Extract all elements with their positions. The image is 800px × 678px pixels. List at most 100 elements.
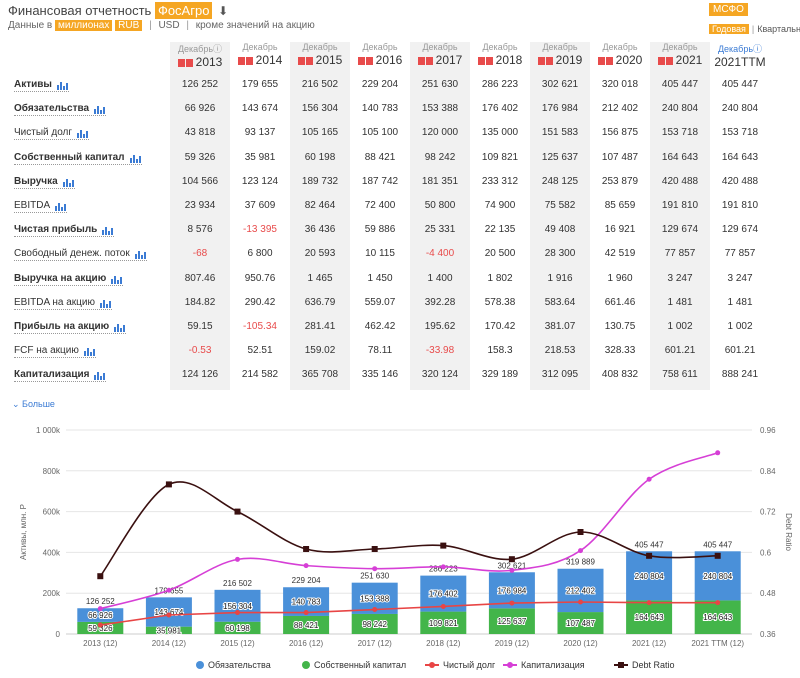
legend-item[interactable]: Чистый долг	[425, 660, 495, 670]
pdf-report-icon[interactable]	[657, 57, 665, 65]
more-link[interactable]: ⌄ Больше	[12, 399, 55, 409]
bar-chart-icon[interactable]	[102, 224, 114, 236]
column-year: 2019	[555, 53, 583, 67]
row-label[interactable]: EBITDA на акцию	[14, 297, 112, 310]
bar-chart-icon[interactable]	[134, 248, 147, 260]
column-year-row: 2015	[290, 53, 350, 67]
bar-label-equity: 98 242	[362, 620, 387, 629]
row-label[interactable]: EBITDA	[14, 200, 68, 213]
presentation-report-icon[interactable]	[545, 57, 553, 65]
legend-item[interactable]: Обязательства	[196, 660, 271, 670]
series-marker	[440, 564, 446, 570]
pdf-report-icon[interactable]	[177, 59, 185, 67]
bar-chart-icon[interactable]	[94, 103, 106, 115]
pdf-report-icon[interactable]	[477, 57, 485, 65]
row-label-text[interactable]: Обязательства	[14, 103, 90, 115]
row-label-text[interactable]: Собственный капитал	[14, 151, 125, 163]
pdf-report-icon[interactable]	[417, 57, 425, 65]
legend-swatch-line	[503, 662, 517, 668]
row-label-text[interactable]: EBITDA на акцию	[14, 296, 95, 308]
legend-label[interactable]: Обязательства	[208, 660, 271, 670]
table-cell: 420 488	[661, 175, 699, 187]
pdf-report-icon[interactable]	[597, 57, 605, 65]
row-label-text[interactable]: EBITDA	[14, 200, 51, 211]
row-label[interactable]: Чистый долг	[14, 127, 90, 141]
row-label-text[interactable]: Капитализация	[14, 369, 90, 381]
more-link-label[interactable]: Больше	[22, 399, 55, 409]
row-label[interactable]: Активы	[14, 79, 69, 92]
row-label-text[interactable]: Активы	[14, 79, 52, 90]
row-label-text[interactable]: Свободный денеж. поток	[14, 248, 130, 260]
row-label[interactable]: Обязательства	[14, 103, 107, 117]
bar-chart-icon[interactable]	[77, 127, 89, 139]
presentation-report-icon[interactable]	[185, 59, 193, 67]
standard-badge[interactable]: МСФО	[709, 3, 748, 16]
bar-chart-icon[interactable]	[111, 273, 123, 284]
presentation-report-icon[interactable]	[485, 57, 493, 65]
legend-label[interactable]: Капитализация	[521, 660, 585, 670]
row-label-text[interactable]: Выручка на акцию	[14, 272, 107, 284]
period-quarterly-button[interactable]: Квартальная	[757, 24, 800, 34]
row-label-text[interactable]: Чистая прибыль	[14, 224, 98, 236]
row-label[interactable]: Прибыль на акцию	[14, 321, 127, 334]
table-cell: 1 450	[367, 272, 393, 284]
presentation-report-icon[interactable]	[365, 57, 373, 65]
row-label-text[interactable]: Выручка	[14, 175, 58, 187]
pdf-report-icon[interactable]	[537, 57, 545, 65]
units-selector[interactable]: миллионах	[55, 20, 113, 31]
bar-chart-icon[interactable]	[62, 176, 75, 187]
bar-liabilities	[694, 551, 741, 601]
currency-usd-button[interactable]: USD	[158, 20, 180, 31]
currency-rub-button[interactable]: RUB	[115, 20, 143, 31]
legend-swatch-line	[425, 662, 439, 668]
presentation-report-icon[interactable]	[425, 57, 433, 65]
presentation-report-icon[interactable]	[245, 57, 253, 65]
legend-item[interactable]: Капитализация	[503, 660, 585, 670]
pdf-report-icon[interactable]	[357, 57, 365, 65]
series-marker	[303, 546, 310, 552]
presentation-report-icon[interactable]	[605, 57, 613, 65]
bar-chart-icon[interactable]	[83, 345, 96, 357]
legend-label[interactable]: Чистый долг	[443, 660, 496, 670]
row-label-text[interactable]: Прибыль на акцию	[14, 321, 110, 332]
bar-chart-icon[interactable]	[129, 152, 142, 163]
legend-item[interactable]: Собственный капитал	[302, 660, 406, 670]
table-cell: 85 659	[604, 200, 636, 211]
info-icon[interactable]: ⓘ	[753, 44, 763, 54]
bar-chart-icon[interactable]	[55, 200, 67, 211]
row-label-text[interactable]: Чистый долг	[14, 127, 73, 139]
table-cell: 151 583	[541, 127, 579, 139]
column-header: Декабрьⓘ 2021TTM	[710, 42, 770, 69]
bar-chart-icon[interactable]	[114, 321, 126, 332]
bar-chart-icon[interactable]	[94, 369, 106, 381]
bar-label-equity: 60 198	[225, 624, 250, 633]
column-year-row: 2021TTM	[710, 55, 770, 69]
download-icon[interactable]: ⬇	[218, 4, 229, 18]
table-cell: 43 818	[184, 127, 216, 139]
x-tick-label: 2014 (12)	[152, 639, 187, 648]
row-label[interactable]: FCF на акцию	[14, 345, 96, 359]
bar-chart-icon[interactable]	[56, 79, 69, 90]
row-label-text[interactable]: FCF на акцию	[14, 345, 79, 357]
company-selector[interactable]: ФосАгро	[154, 2, 213, 19]
row-label[interactable]: Собственный капитал	[14, 152, 142, 165]
row-label[interactable]: Выручка на акцию	[14, 272, 124, 286]
table-cell: 6 800	[247, 248, 273, 260]
series-marker	[303, 610, 309, 616]
series-marker	[165, 481, 172, 488]
row-label[interactable]: Чистая прибыль	[14, 224, 115, 238]
pdf-report-icon[interactable]	[297, 57, 305, 65]
presentation-report-icon[interactable]	[665, 57, 673, 65]
legend-item[interactable]: Debt Ratio	[614, 660, 675, 670]
presentation-report-icon[interactable]	[305, 57, 313, 65]
info-icon[interactable]: ⓘ	[213, 44, 223, 54]
y-tick-label: 800k	[43, 467, 61, 476]
bar-chart-icon[interactable]	[99, 297, 112, 308]
legend-label[interactable]: Debt Ratio	[632, 660, 675, 670]
pdf-report-icon[interactable]	[237, 57, 245, 65]
legend-label[interactable]: Собственный капитал	[314, 660, 407, 670]
row-label[interactable]: Свободный денеж. поток	[14, 248, 147, 262]
period-annual-button[interactable]: Годовая	[709, 24, 749, 34]
row-label[interactable]: Капитализация	[14, 369, 107, 383]
row-label[interactable]: Выручка	[14, 176, 75, 189]
